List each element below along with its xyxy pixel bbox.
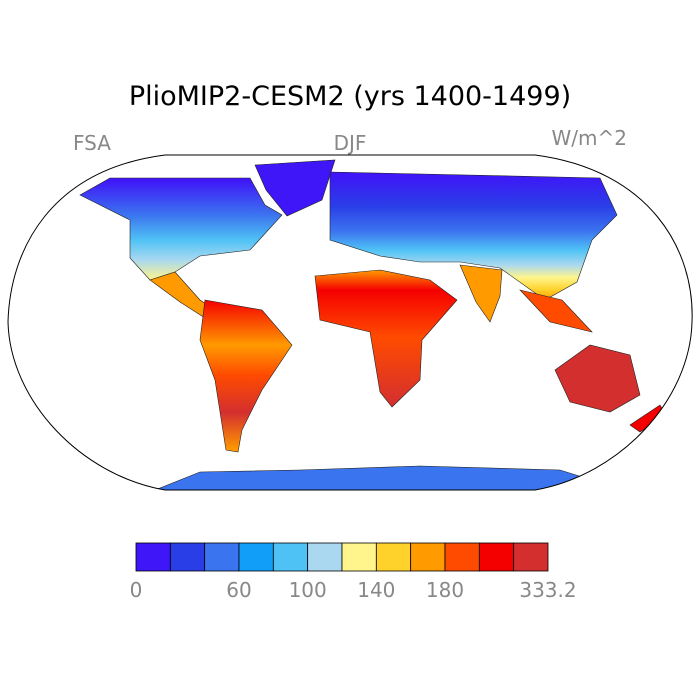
africa bbox=[314, 269, 458, 408]
colorbar-box bbox=[272, 542, 309, 572]
map-frame bbox=[7, 154, 693, 491]
variable-label: FSA bbox=[73, 131, 111, 155]
new-zealand bbox=[629, 404, 667, 433]
colorbar-label: 140 bbox=[357, 578, 395, 602]
colorbar-box bbox=[135, 542, 171, 572]
colorbar-label: 0 bbox=[130, 578, 143, 602]
southeast-asia bbox=[519, 289, 593, 333]
colorbar-label: 180 bbox=[426, 578, 464, 602]
colorbar-box bbox=[410, 542, 446, 572]
colorbar: 0 60 100 140 180 333.2 bbox=[130, 542, 577, 602]
colorbar-box bbox=[238, 542, 274, 572]
colorbar-box bbox=[478, 542, 515, 572]
colorbar-box bbox=[375, 542, 412, 572]
colorbar-box bbox=[169, 542, 206, 572]
colorbar-label: 333.2 bbox=[519, 578, 576, 602]
north-america bbox=[79, 177, 283, 281]
greenland bbox=[254, 159, 336, 217]
colorbar-box bbox=[513, 542, 549, 572]
colorbar-box bbox=[204, 542, 240, 572]
south-america bbox=[199, 299, 293, 453]
antarctica bbox=[149, 465, 601, 490]
colorbar-box bbox=[341, 542, 377, 572]
colorbar-box bbox=[444, 542, 480, 572]
india bbox=[459, 264, 503, 323]
season-label: DJF bbox=[334, 131, 367, 155]
title: PlioMIP2-CESM2 (yrs 1400-1499) bbox=[129, 81, 571, 112]
map-land bbox=[79, 159, 667, 490]
colorbar-box bbox=[307, 542, 343, 572]
colorbar-label: 100 bbox=[289, 578, 327, 602]
colorbar-label: 60 bbox=[226, 578, 251, 602]
units-label: W/m^2 bbox=[552, 126, 627, 150]
australia bbox=[554, 344, 641, 413]
eurasia bbox=[329, 171, 618, 301]
